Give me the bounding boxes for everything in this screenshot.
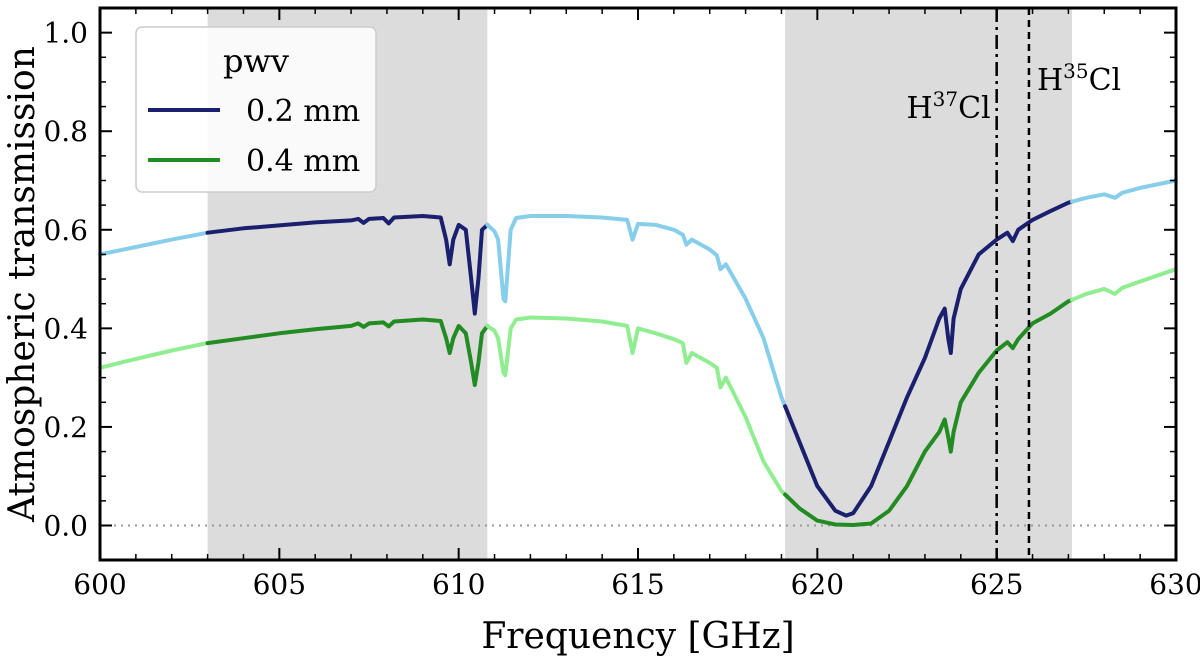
series-1-segment-1 xyxy=(98,230,210,257)
y-tick-label: 1.0 xyxy=(43,17,88,50)
series-2-segment-2 xyxy=(205,317,490,387)
y-tick-label: 0.8 xyxy=(43,115,88,148)
legend-title: pwv xyxy=(223,42,289,80)
series-1-segment-5 xyxy=(1070,178,1178,204)
series-2-segment-4 xyxy=(783,297,1074,527)
y-tick-label: 0.4 xyxy=(43,312,88,345)
x-tick-label: 610 xyxy=(432,568,485,601)
x-tick-label: 615 xyxy=(611,568,664,601)
molecule-label-isotope: 37 xyxy=(933,87,958,111)
series-2-segment-3 xyxy=(485,315,788,497)
legend-box xyxy=(135,26,377,193)
molecule-label-isotope: 35 xyxy=(1063,59,1088,83)
series-1-segment-2 xyxy=(205,214,490,316)
y-axis-label: Atmospheric transmission xyxy=(2,46,43,523)
series-1-segment-4 xyxy=(783,199,1074,518)
axis-ticks: 600 605 610 615 620 625 630 0.0 0.2 0.4 0.6 0.8 1.0 xyxy=(43,8,1200,601)
molecule-label-base: H xyxy=(1037,63,1063,98)
series-2-segment-1 xyxy=(98,341,210,370)
x-tick-label: 630 xyxy=(1149,568,1200,601)
molecule-label-base: H xyxy=(906,91,932,126)
x-tick-label: 620 xyxy=(791,568,844,601)
x-axis-label: Frequency [GHz] xyxy=(481,616,794,657)
molecule-label-tail: Cl xyxy=(958,91,991,126)
molecule-label-tail: Cl xyxy=(1089,63,1122,98)
x-tick-label: 605 xyxy=(253,568,306,601)
legend: pwv 0.2 mm 0.4 mm xyxy=(135,26,377,193)
series-1-segment-3 xyxy=(485,214,788,409)
y-tick-label: 0.0 xyxy=(43,510,88,543)
series-lines xyxy=(98,178,1178,527)
shaded-band-2 xyxy=(785,8,1072,560)
y-tick-label: 0.6 xyxy=(43,214,88,247)
legend-label-1: 0.2 mm xyxy=(246,94,360,129)
series-2-segment-5 xyxy=(1070,267,1178,302)
y-tick-label: 0.2 xyxy=(43,411,88,444)
legend-label-2: 0.4 mm xyxy=(246,144,360,179)
plot-frame xyxy=(98,6,1178,562)
molecule-label-1: H37Cl xyxy=(906,87,990,126)
molecule-label-2: H35Cl xyxy=(1037,59,1121,98)
x-tick-label: 600 xyxy=(73,568,126,601)
x-tick-label: 625 xyxy=(970,568,1023,601)
